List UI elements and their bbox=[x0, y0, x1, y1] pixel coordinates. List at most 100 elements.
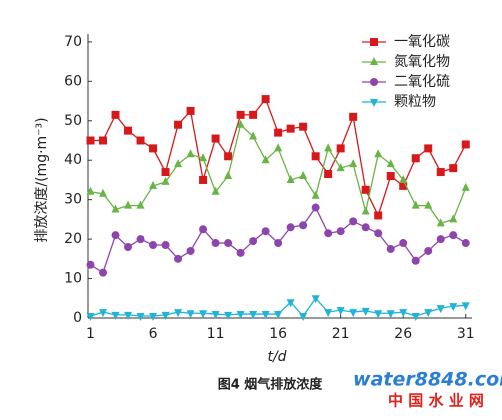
marker bbox=[349, 159, 358, 168]
marker bbox=[286, 124, 295, 133]
marker bbox=[386, 172, 395, 180]
marker bbox=[349, 309, 358, 318]
marker bbox=[386, 159, 395, 168]
marker bbox=[161, 176, 170, 185]
marker bbox=[261, 311, 270, 320]
marker bbox=[436, 235, 445, 244]
marker bbox=[186, 149, 195, 158]
marker bbox=[299, 171, 308, 179]
marker bbox=[211, 239, 220, 248]
marker bbox=[124, 243, 133, 251]
y-tick-label: 60 bbox=[64, 73, 82, 89]
y-tick-label: 50 bbox=[64, 113, 82, 129]
marker bbox=[124, 200, 133, 209]
marker bbox=[149, 241, 158, 250]
watermark-sub: 中 国 水 业 网 bbox=[388, 392, 484, 410]
marker bbox=[199, 153, 208, 162]
marker bbox=[449, 164, 458, 173]
marker bbox=[211, 134, 220, 143]
marker bbox=[411, 200, 420, 209]
marker bbox=[424, 200, 433, 209]
marker bbox=[236, 311, 245, 320]
marker bbox=[86, 260, 95, 269]
marker bbox=[461, 182, 470, 191]
marker bbox=[324, 143, 333, 152]
marker bbox=[174, 120, 183, 129]
marker bbox=[336, 163, 345, 172]
marker bbox=[324, 229, 333, 238]
marker bbox=[249, 131, 258, 140]
marker bbox=[299, 313, 308, 322]
marker bbox=[86, 136, 95, 145]
x-tick-label: 26 bbox=[394, 326, 412, 342]
marker bbox=[174, 159, 183, 168]
marker bbox=[211, 186, 220, 195]
x-tick-label: 16 bbox=[269, 326, 287, 342]
marker bbox=[399, 174, 408, 183]
marker bbox=[449, 303, 458, 312]
marker bbox=[349, 112, 358, 121]
series-line bbox=[90, 97, 467, 218]
x-axis-label: t/d bbox=[267, 349, 286, 365]
marker bbox=[261, 155, 270, 164]
marker bbox=[86, 186, 95, 195]
marker bbox=[136, 136, 145, 145]
marker bbox=[311, 190, 320, 199]
marker bbox=[99, 309, 108, 318]
marker bbox=[211, 311, 220, 320]
marker bbox=[399, 181, 408, 190]
marker bbox=[461, 140, 470, 149]
marker bbox=[111, 204, 120, 213]
marker bbox=[149, 180, 158, 189]
marker bbox=[136, 235, 145, 244]
marker bbox=[161, 241, 170, 250]
marker bbox=[370, 78, 378, 86]
marker bbox=[111, 311, 120, 320]
marker bbox=[286, 174, 295, 183]
marker bbox=[124, 126, 133, 135]
marker bbox=[99, 268, 108, 277]
marker bbox=[411, 256, 420, 265]
marker bbox=[374, 149, 383, 158]
marker bbox=[311, 203, 320, 212]
marker bbox=[86, 313, 95, 322]
marker bbox=[99, 188, 108, 197]
marker bbox=[374, 310, 383, 319]
marker bbox=[374, 229, 383, 238]
x-tick-label: 1 bbox=[86, 326, 95, 342]
marker bbox=[274, 128, 283, 137]
marker bbox=[249, 110, 258, 119]
x-tick-label: 11 bbox=[207, 326, 225, 342]
marker bbox=[386, 244, 395, 253]
marker bbox=[286, 223, 295, 232]
marker bbox=[149, 144, 158, 153]
marker bbox=[274, 143, 283, 152]
y-tick-label: 20 bbox=[64, 231, 82, 247]
marker bbox=[286, 299, 295, 308]
x-tick-label: 6 bbox=[149, 326, 158, 342]
marker bbox=[236, 119, 245, 128]
marker bbox=[399, 309, 408, 318]
marker bbox=[324, 309, 333, 318]
marker bbox=[336, 144, 345, 153]
marker bbox=[411, 313, 420, 322]
x-tick-label: 21 bbox=[332, 326, 350, 342]
marker bbox=[261, 227, 270, 236]
marker bbox=[424, 246, 433, 255]
marker bbox=[370, 99, 378, 107]
marker bbox=[361, 185, 370, 194]
y-tick-label: 30 bbox=[64, 192, 82, 208]
marker bbox=[311, 295, 320, 304]
watermark: water8848.com bbox=[353, 369, 502, 391]
marker bbox=[199, 310, 208, 319]
marker bbox=[449, 231, 458, 240]
y-tick-label: 10 bbox=[64, 271, 82, 287]
marker bbox=[399, 239, 408, 248]
marker bbox=[424, 309, 433, 318]
marker bbox=[249, 237, 258, 246]
marker bbox=[236, 110, 245, 119]
marker bbox=[436, 218, 445, 227]
marker bbox=[336, 307, 345, 316]
marker bbox=[124, 311, 133, 320]
series-line bbox=[90, 123, 467, 225]
